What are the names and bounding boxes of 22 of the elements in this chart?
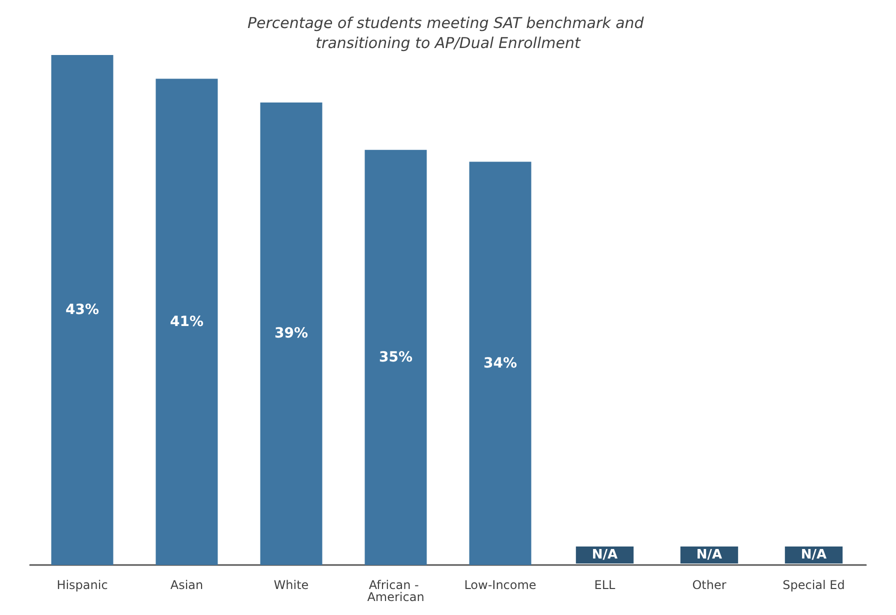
bar [156,78,218,565]
x-tick-label: Hispanic [56,578,108,592]
data-label: 34% [483,355,518,372]
text: N/A [696,548,722,562]
text: N/A [592,548,618,562]
bar [364,150,427,565]
data-label: 39% [274,326,308,342]
data-label: 35% [378,349,413,366]
chart-title: Percentage of students meeting SAT benchmark and transitioning to AP/Dual Enrollment [247,14,649,52]
data-label: 41% [170,314,204,330]
bar [51,55,114,565]
bar [260,102,322,565]
data-label: 43% [65,302,100,318]
x-tick-label: Low-Income [464,578,536,592]
x-tick-label: Asian [170,578,204,592]
x-tick-label: African - American [367,578,424,604]
x-tick-label: ELL [594,578,616,592]
x-tick-label: Special Ed [782,578,845,592]
text: N/A [800,548,827,562]
x-tick-label: Other [692,578,726,592]
x-tick-label: White [274,578,309,592]
bar [469,162,532,565]
